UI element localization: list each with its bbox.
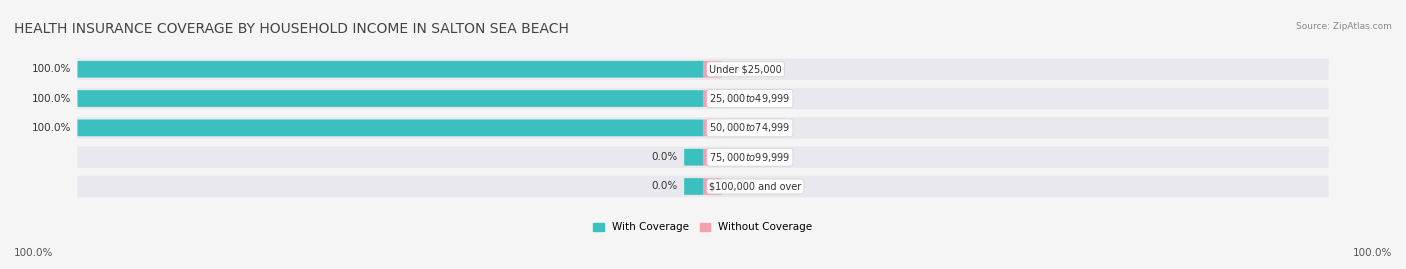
- FancyBboxPatch shape: [77, 59, 1329, 80]
- FancyBboxPatch shape: [77, 88, 1329, 109]
- Text: 100.0%: 100.0%: [32, 64, 72, 74]
- FancyBboxPatch shape: [703, 90, 721, 107]
- FancyBboxPatch shape: [703, 149, 721, 165]
- Text: 0.0%: 0.0%: [716, 64, 742, 74]
- FancyBboxPatch shape: [703, 61, 721, 78]
- FancyBboxPatch shape: [77, 90, 703, 107]
- FancyBboxPatch shape: [685, 149, 703, 165]
- Text: 0.0%: 0.0%: [652, 182, 678, 192]
- FancyBboxPatch shape: [703, 119, 721, 136]
- Text: $25,000 to $49,999: $25,000 to $49,999: [709, 92, 790, 105]
- Text: 0.0%: 0.0%: [716, 152, 742, 162]
- Text: 100.0%: 100.0%: [1353, 248, 1392, 258]
- Text: $75,000 to $99,999: $75,000 to $99,999: [709, 151, 790, 164]
- Text: 0.0%: 0.0%: [652, 152, 678, 162]
- FancyBboxPatch shape: [77, 61, 703, 78]
- FancyBboxPatch shape: [77, 119, 703, 136]
- FancyBboxPatch shape: [77, 117, 1329, 139]
- Legend: With Coverage, Without Coverage: With Coverage, Without Coverage: [593, 222, 813, 232]
- Text: 100.0%: 100.0%: [32, 94, 72, 104]
- FancyBboxPatch shape: [703, 178, 721, 195]
- FancyBboxPatch shape: [685, 178, 703, 195]
- Text: Source: ZipAtlas.com: Source: ZipAtlas.com: [1296, 22, 1392, 30]
- Text: Under $25,000: Under $25,000: [709, 64, 782, 74]
- FancyBboxPatch shape: [77, 147, 1329, 168]
- Text: 0.0%: 0.0%: [716, 182, 742, 192]
- Text: 0.0%: 0.0%: [716, 94, 742, 104]
- Text: $50,000 to $74,999: $50,000 to $74,999: [709, 121, 790, 134]
- FancyBboxPatch shape: [77, 176, 1329, 197]
- Text: 100.0%: 100.0%: [14, 248, 53, 258]
- Text: HEALTH INSURANCE COVERAGE BY HOUSEHOLD INCOME IN SALTON SEA BEACH: HEALTH INSURANCE COVERAGE BY HOUSEHOLD I…: [14, 22, 569, 36]
- Text: $100,000 and over: $100,000 and over: [709, 182, 801, 192]
- Text: 100.0%: 100.0%: [32, 123, 72, 133]
- Text: 0.0%: 0.0%: [716, 123, 742, 133]
